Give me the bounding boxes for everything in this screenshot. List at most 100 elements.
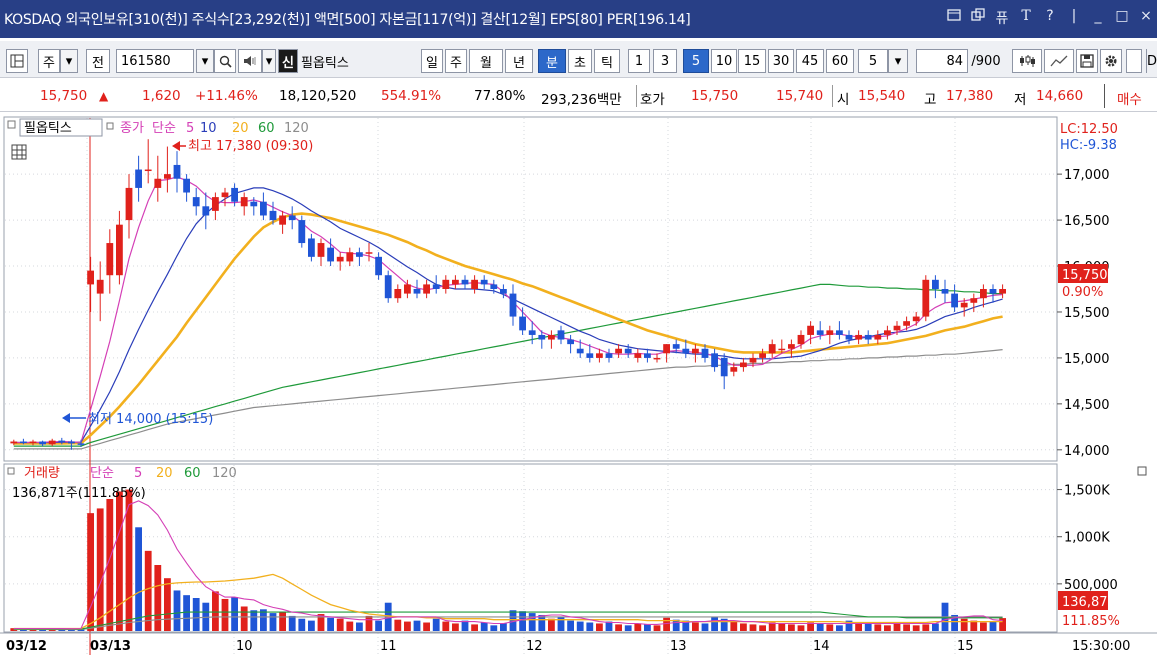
interval-45[interactable]: 45: [796, 49, 824, 73]
volume-bar: [164, 578, 171, 631]
volume-bar: [250, 610, 258, 631]
volume-bar: [509, 610, 517, 631]
copy-icon[interactable]: [969, 8, 987, 28]
legend-marker: [7, 467, 15, 475]
layout-icon[interactable]: [6, 49, 28, 73]
volume-bar: [893, 623, 901, 631]
up-arrow-icon: ▲: [99, 89, 109, 103]
volume-bar: [231, 597, 238, 631]
period-week[interactable]: 주: [445, 49, 467, 73]
candle-body: [788, 344, 795, 349]
legend-marker: [106, 122, 114, 130]
current-volume-marker: 136,871 111.85%: [1058, 591, 1120, 629]
period-tick[interactable]: 틱: [594, 49, 620, 73]
current-volume-pct: 111.85%: [1062, 614, 1120, 629]
interval-60[interactable]: 60: [826, 49, 854, 73]
volume-bar: [413, 620, 421, 631]
market-select[interactable]: 주: [38, 49, 60, 73]
interval-3[interactable]: 3: [653, 49, 677, 73]
volume-bar: [404, 621, 411, 631]
volume-bar: [221, 598, 229, 631]
chart-area[interactable]: 17,00016,50016,00015,50015,00014,50014,0…: [0, 115, 1157, 657]
search-icon[interactable]: [214, 49, 236, 73]
x-label-15: 15: [957, 639, 974, 654]
interval-select[interactable]: 5: [858, 49, 888, 73]
help-icon[interactable]: ?: [1046, 8, 1054, 24]
period-day[interactable]: 일: [421, 49, 443, 73]
candle-body: [173, 164, 181, 179]
volume-bar: [922, 624, 930, 631]
volume-bar: [951, 614, 958, 631]
chart-type-icon[interactable]: [1012, 49, 1042, 73]
interval-5[interactable]: 5: [683, 49, 709, 73]
bid-price: 15,740: [776, 88, 824, 104]
volume-bar: [548, 618, 555, 631]
volume-bar: [365, 615, 373, 631]
legend-close-label: 종가: [120, 121, 144, 136]
candle-body: [989, 289, 997, 294]
interval-15[interactable]: 15: [738, 49, 766, 73]
pin-icon[interactable]: 퓨: [995, 11, 1009, 27]
ask-label: 호가: [640, 92, 665, 108]
x-axis-time: 15:30:00: [1072, 639, 1130, 654]
candle-body: [384, 275, 392, 299]
chevron-down-icon[interactable]: ▾: [888, 49, 908, 73]
candle-body: [423, 284, 430, 294]
candle-body: [346, 252, 354, 262]
candle-body: [864, 334, 872, 340]
volume-bar: [432, 618, 440, 631]
font-icon[interactable]: T: [1021, 8, 1031, 24]
trend-icon[interactable]: [1044, 49, 1074, 73]
option-checkbox[interactable]: [1126, 49, 1142, 73]
quote-bar: 15,750 ▲ 1,620 +11.46% 18,120,520 554.91…: [0, 81, 1157, 112]
candle-body: [298, 220, 306, 244]
candle-body: [317, 243, 325, 257]
stock-code-input[interactable]: 161580: [116, 49, 194, 73]
interval-1[interactable]: 1: [628, 49, 650, 73]
sound-icon[interactable]: [238, 49, 262, 73]
candle-body: [980, 289, 987, 299]
volume-bar: [442, 621, 450, 631]
period-year[interactable]: 년: [505, 49, 533, 73]
grid-table-icon: [11, 144, 27, 160]
chevron-down-icon[interactable]: ▾: [196, 49, 214, 73]
candle-body: [279, 215, 286, 225]
current-volume-axis: 136,871: [1062, 595, 1116, 610]
stock-chart[interactable]: 17,00016,50016,00015,50015,00014,50014,0…: [0, 115, 1157, 657]
candle-body: [749, 357, 757, 363]
candle-body: [711, 353, 718, 368]
candle-body: [759, 353, 766, 358]
volume-bar: [836, 625, 843, 631]
maximize-icon[interactable]: □: [1115, 8, 1129, 24]
interval-30[interactable]: 30: [768, 49, 794, 73]
close-icon[interactable]: ×: [1140, 8, 1152, 24]
legend-method: 단순: [152, 121, 176, 136]
high-label: 고: [924, 92, 937, 108]
period-second[interactable]: 초: [568, 49, 592, 73]
screen-icon[interactable]: [945, 8, 963, 28]
period-month[interactable]: 월: [469, 49, 503, 73]
chevron-down-icon[interactable]: ▾: [262, 49, 276, 73]
legend-ma60: 60: [258, 121, 275, 136]
candle-body: [893, 325, 901, 331]
gear-icon[interactable]: [1100, 49, 1122, 73]
save-icon[interactable]: [1076, 49, 1098, 73]
candle-body: [240, 197, 248, 207]
interval-10[interactable]: 10: [711, 49, 737, 73]
candle-body: [519, 316, 526, 331]
volume-tick-label: 500,000: [1064, 578, 1118, 593]
count-input[interactable]: 84: [916, 49, 968, 73]
stock-name-label: 필옵틱스: [301, 55, 349, 71]
chevron-down-icon[interactable]: ▾: [60, 49, 78, 73]
minimize-icon[interactable]: _: [1094, 8, 1102, 24]
volume-ratio: 554.91%: [381, 88, 442, 104]
candle-body: [884, 330, 891, 335]
candle-body: [432, 284, 440, 289]
candle-body: [768, 344, 776, 354]
candle-body: [154, 178, 162, 188]
volume-bar: [500, 623, 507, 631]
period-minute[interactable]: 분: [538, 49, 566, 73]
prev-button[interactable]: 전: [86, 49, 110, 73]
candle-body: [528, 330, 536, 335]
buy-button[interactable]: 매수: [1117, 92, 1142, 108]
